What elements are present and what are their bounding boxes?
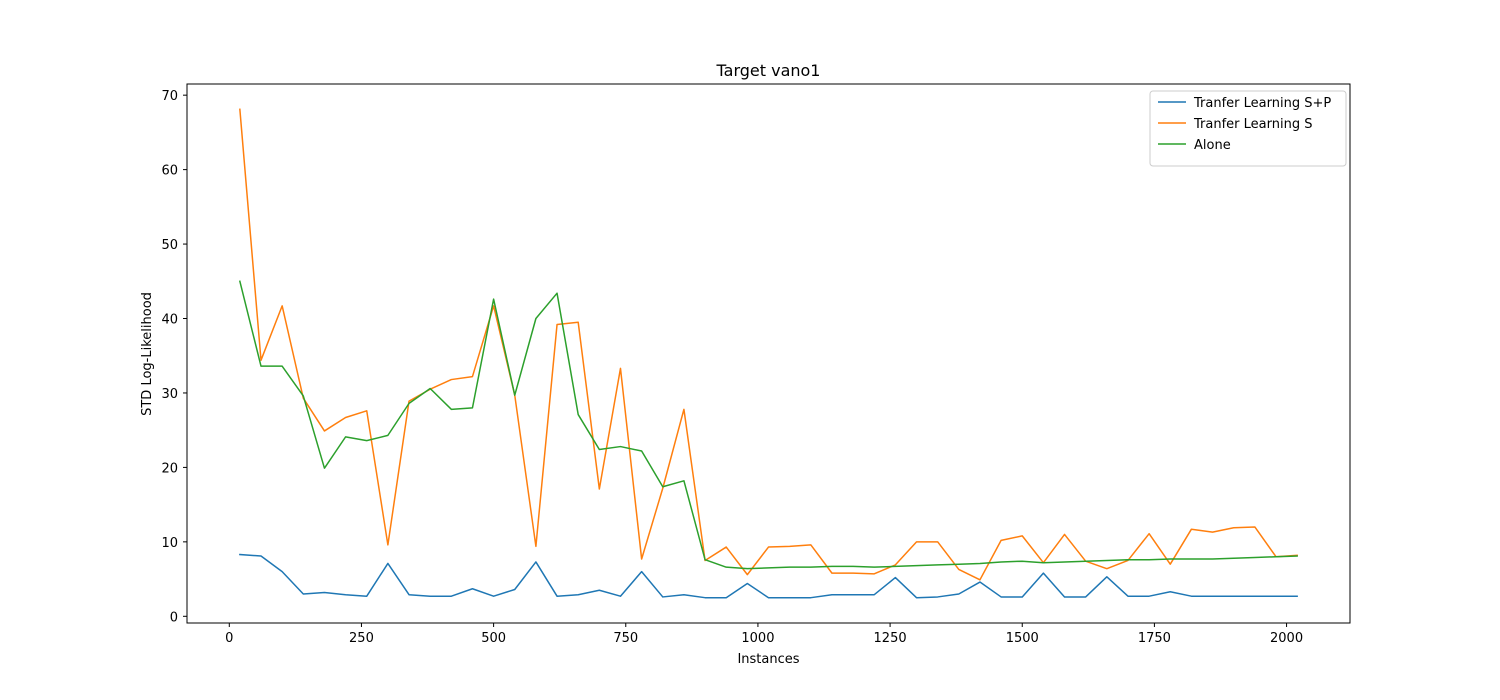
y-axis-title: STD Log-Likelihood [140,292,155,416]
x-tick-label: 1000 [741,631,774,646]
x-tick-label: 750 [613,631,638,646]
x-tick-label: 1750 [1138,631,1171,646]
legend: Tranfer Learning S+P Tranfer Learning S Al… [1149,90,1347,167]
x-tick-label: 250 [349,631,374,646]
series-line-1 [239,108,1298,581]
x-tick-label: 1500 [1006,631,1039,646]
y-tick-label: 0 [170,610,178,625]
axis-ticks: 0 250 500 750 1000 1250 1500 1750 2000 0 10 20 30 40 5… [161,89,1303,646]
chart-title: Target vano1 [716,61,821,80]
y-tick-label: 50 [161,238,178,253]
x-tick-label: 500 [481,631,506,646]
y-tick-label: 30 [161,387,178,402]
x-axis-title: Instances [737,652,799,667]
series-lines [238,108,1298,599]
legend-label: Alone [1194,138,1231,153]
plot-area-frame [186,83,1351,624]
y-tick-label: 60 [161,164,178,179]
y-tick-label: 40 [161,313,178,328]
legend-box [1149,90,1347,167]
series-line-0 [239,553,1298,599]
legend-label: Tranfer Learning S [1193,117,1312,132]
x-tick-label: 0 [225,631,233,646]
y-tick-label: 20 [161,461,178,476]
y-tick-label: 10 [161,536,178,551]
x-tick-label: 1250 [874,631,907,646]
x-tick-label: 2000 [1270,631,1303,646]
series-line-2 [238,280,1298,570]
legend-label: Tranfer Learning S+P [1193,96,1331,111]
y-tick-label: 70 [161,89,178,104]
